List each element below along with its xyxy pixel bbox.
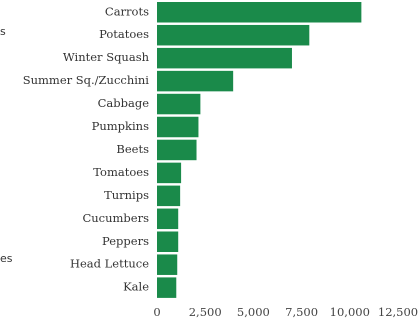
category-label: Winter Squash bbox=[63, 50, 150, 64]
bar-cabbage bbox=[157, 93, 201, 115]
edge-fragment-top: s bbox=[0, 25, 6, 38]
category-label: Peppers bbox=[102, 234, 149, 248]
category-label: Pumpkins bbox=[92, 119, 149, 133]
category-label: Tomatoes bbox=[93, 165, 149, 179]
bar-head-lettuce bbox=[157, 254, 178, 275]
bar-cucumbers bbox=[157, 208, 179, 230]
x-tick-label: 12,500 bbox=[378, 305, 418, 319]
category-label: Beets bbox=[116, 142, 149, 156]
bar-pumpkins bbox=[157, 116, 199, 138]
x-tick-label: 10,000 bbox=[330, 305, 370, 319]
bar-kale bbox=[157, 277, 177, 298]
category-label: Carrots bbox=[105, 4, 149, 18]
category-label: Potatoes bbox=[99, 27, 149, 41]
x-tick-label: 7,500 bbox=[285, 305, 318, 319]
bar-tomatoes bbox=[157, 162, 182, 184]
x-tick-label: 5,000 bbox=[237, 305, 270, 319]
bar-beets bbox=[157, 139, 197, 161]
bar-winter-squash bbox=[157, 47, 292, 69]
bar-peppers bbox=[157, 231, 179, 252]
bar-potatoes bbox=[157, 24, 310, 46]
bar-turnips bbox=[157, 185, 181, 207]
bar-summer-sq-zucchini bbox=[157, 70, 234, 92]
category-label: Cabbage bbox=[98, 96, 150, 110]
edge-fragment-bottom: es bbox=[0, 252, 13, 265]
category-label: Summer Sq./Zucchini bbox=[23, 73, 150, 87]
x-tick-label: 0 bbox=[153, 305, 160, 319]
category-label: Head Lettuce bbox=[70, 257, 149, 271]
bar-carrots bbox=[157, 2, 362, 23]
category-label: Cucumbers bbox=[82, 211, 149, 225]
category-label: Kale bbox=[123, 280, 149, 294]
x-tick-label: 2,500 bbox=[189, 305, 222, 319]
category-label: Turnips bbox=[104, 188, 149, 202]
